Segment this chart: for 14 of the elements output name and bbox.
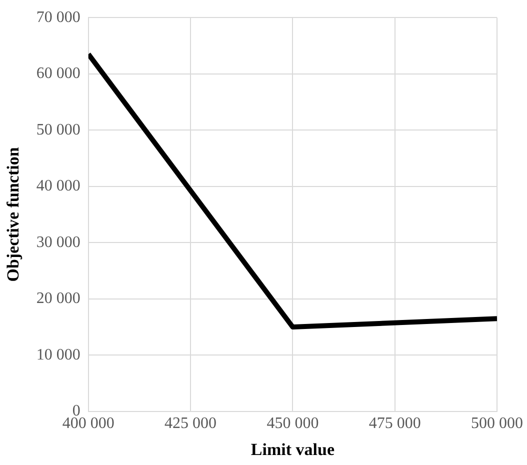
y-tick-label: 30 000 (36, 234, 80, 251)
y-tick-label: 50 000 (36, 121, 80, 138)
y-tick-label: 10 000 (36, 346, 80, 364)
y-tick-label: 60 000 (36, 65, 80, 82)
x-tick-label: 425 000 (164, 415, 217, 432)
y-axis-title: Objective function (4, 146, 23, 282)
x-tick-label: 400 000 (62, 415, 114, 432)
y-tick-label: 40 000 (36, 178, 80, 195)
x-tick-label: 475 000 (368, 415, 421, 432)
x-tick-label: 500 000 (471, 415, 523, 432)
y-tick-label: 20 000 (36, 290, 80, 308)
y-tick-label: 70 000 (36, 8, 80, 26)
x-axis-title: Limit value (250, 440, 335, 460)
x-tick-label: 450 000 (266, 415, 319, 432)
